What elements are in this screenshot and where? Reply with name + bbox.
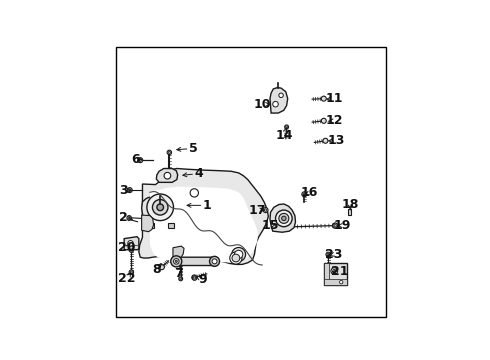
Circle shape: [128, 240, 133, 246]
Circle shape: [129, 248, 134, 252]
Circle shape: [285, 125, 289, 129]
Text: 17: 17: [248, 203, 266, 217]
Circle shape: [264, 209, 267, 211]
Text: 12: 12: [325, 114, 343, 127]
Circle shape: [332, 223, 337, 228]
FancyBboxPatch shape: [148, 223, 154, 228]
Circle shape: [334, 224, 337, 227]
Polygon shape: [124, 237, 139, 250]
Circle shape: [326, 252, 330, 257]
Polygon shape: [150, 187, 258, 263]
Circle shape: [321, 118, 326, 123]
Circle shape: [323, 138, 328, 143]
Polygon shape: [347, 209, 351, 215]
Polygon shape: [139, 168, 269, 264]
Circle shape: [127, 216, 131, 220]
Polygon shape: [142, 194, 179, 231]
Circle shape: [232, 247, 245, 261]
Circle shape: [180, 278, 182, 280]
Circle shape: [167, 150, 171, 155]
Text: 3: 3: [119, 184, 127, 197]
Text: 21: 21: [331, 265, 348, 278]
Circle shape: [173, 258, 179, 264]
Circle shape: [273, 102, 278, 107]
Text: 6: 6: [131, 153, 140, 166]
Circle shape: [331, 268, 338, 274]
Text: 9: 9: [198, 273, 207, 286]
Polygon shape: [270, 87, 288, 113]
Circle shape: [303, 193, 306, 195]
Circle shape: [333, 223, 338, 228]
Text: 14: 14: [276, 129, 293, 142]
Polygon shape: [142, 215, 153, 232]
Circle shape: [130, 249, 132, 251]
Circle shape: [263, 208, 268, 212]
Circle shape: [130, 246, 133, 249]
Text: 8: 8: [152, 262, 161, 276]
Circle shape: [190, 189, 198, 197]
Circle shape: [152, 199, 168, 215]
Polygon shape: [324, 263, 347, 285]
Polygon shape: [324, 263, 329, 285]
Circle shape: [282, 216, 286, 221]
Text: 5: 5: [189, 142, 197, 155]
Polygon shape: [324, 279, 347, 285]
Circle shape: [212, 259, 217, 264]
Circle shape: [321, 96, 326, 101]
Text: 18: 18: [342, 198, 359, 211]
Text: 7: 7: [174, 267, 183, 280]
Circle shape: [129, 270, 134, 274]
Text: 13: 13: [328, 134, 345, 147]
Text: 11: 11: [325, 92, 343, 105]
Polygon shape: [156, 168, 178, 183]
Circle shape: [327, 253, 329, 256]
Circle shape: [192, 275, 197, 280]
Circle shape: [286, 126, 288, 128]
Circle shape: [232, 254, 240, 262]
Text: 22: 22: [118, 272, 136, 285]
Circle shape: [230, 252, 242, 264]
Circle shape: [159, 265, 164, 270]
Circle shape: [193, 276, 197, 280]
Circle shape: [340, 280, 343, 284]
Text: 2: 2: [119, 211, 127, 224]
Circle shape: [333, 269, 336, 273]
Circle shape: [139, 159, 142, 161]
Circle shape: [194, 277, 196, 279]
Text: 4: 4: [194, 167, 203, 180]
Circle shape: [164, 172, 171, 179]
Text: 19: 19: [334, 219, 351, 232]
Polygon shape: [173, 246, 184, 257]
Text: 10: 10: [254, 98, 271, 111]
Circle shape: [275, 210, 292, 227]
Circle shape: [128, 217, 130, 219]
Text: 23: 23: [325, 248, 343, 261]
Circle shape: [279, 93, 283, 98]
Circle shape: [175, 260, 177, 262]
Circle shape: [279, 213, 289, 223]
Polygon shape: [270, 204, 295, 232]
Text: 15: 15: [261, 219, 279, 232]
Circle shape: [127, 188, 132, 193]
Circle shape: [157, 204, 164, 211]
Circle shape: [147, 194, 173, 221]
Polygon shape: [174, 257, 217, 266]
Text: 16: 16: [301, 186, 318, 199]
Circle shape: [179, 277, 183, 281]
Circle shape: [210, 256, 220, 266]
FancyBboxPatch shape: [168, 223, 173, 228]
Circle shape: [235, 250, 243, 258]
Circle shape: [128, 189, 131, 192]
Circle shape: [138, 158, 143, 163]
Text: 1: 1: [202, 199, 211, 212]
Circle shape: [302, 192, 307, 197]
Text: 20: 20: [118, 241, 136, 254]
Circle shape: [168, 151, 171, 153]
Circle shape: [171, 256, 182, 267]
Circle shape: [130, 271, 132, 273]
